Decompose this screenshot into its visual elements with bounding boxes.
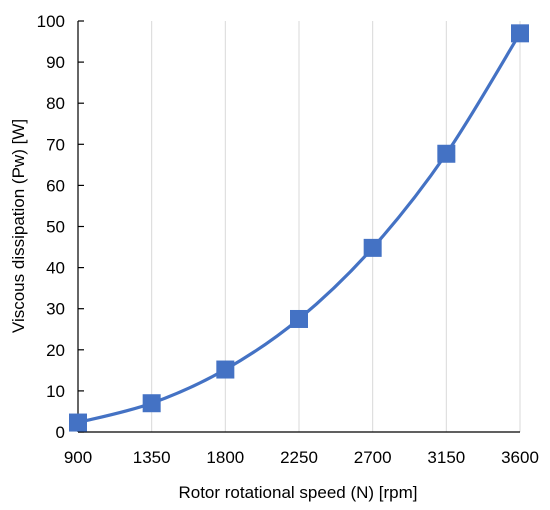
- series: [69, 24, 529, 432]
- y-tick-label: 100: [37, 12, 65, 31]
- y-tick-labels: 0 10 20 30 40 50 60 70 80 90 100: [37, 12, 65, 442]
- data-point-marker: [69, 413, 87, 432]
- x-tick-label: 1800: [206, 448, 244, 467]
- y-tick-label: 70: [46, 135, 65, 154]
- x-tick-label: 2250: [280, 448, 318, 467]
- x-tick-label: 2700: [354, 448, 392, 467]
- data-point-marker: [511, 24, 529, 43]
- x-tick-label: 3600: [501, 448, 539, 467]
- data-point-marker: [290, 309, 308, 328]
- x-tick-label: 900: [64, 448, 92, 467]
- x-tick-label: 3150: [427, 448, 465, 467]
- grid: [77, 21, 521, 432]
- y-tick-label: 50: [46, 218, 65, 237]
- y-tick-label: 40: [46, 259, 65, 278]
- y-tick-label: 10: [46, 382, 65, 401]
- y-tick-label: 20: [46, 341, 65, 360]
- data-point-marker: [363, 238, 382, 257]
- y-tick-label: 0: [56, 423, 65, 442]
- y-tick-label: 30: [46, 300, 65, 319]
- data-point-marker: [142, 394, 161, 413]
- y-axis-title: Viscous dissipation (Pw) [W]: [9, 119, 28, 333]
- axes: [77, 20, 520, 433]
- y-tick-label: 80: [46, 94, 65, 113]
- data-point-marker: [437, 144, 456, 163]
- data-point-marker: [216, 360, 235, 379]
- x-tick-label: 1350: [133, 448, 171, 467]
- x-tick-labels: 900 1350 1800 2250 2700 3150 3600: [64, 448, 539, 467]
- y-tick-label: 90: [46, 53, 65, 72]
- y-tick-label: 60: [46, 176, 65, 195]
- x-axis-title: Rotor rotational speed (N) [rpm]: [178, 483, 417, 502]
